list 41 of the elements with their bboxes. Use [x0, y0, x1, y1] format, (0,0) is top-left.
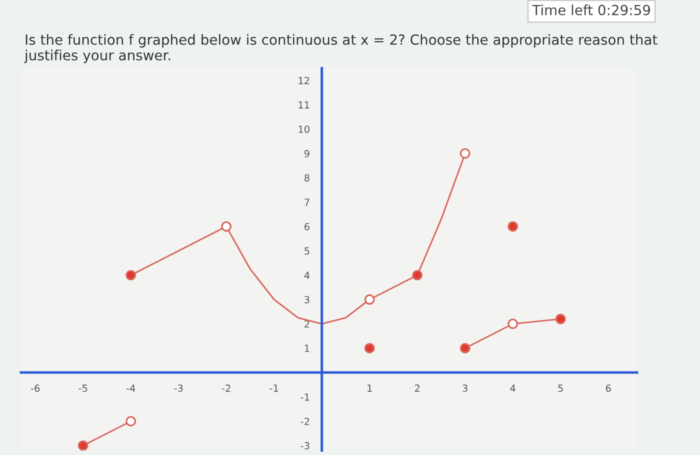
- x-tick-label: 3: [462, 384, 468, 392]
- y-tick-label: -2: [300, 418, 310, 425]
- point: [364, 342, 375, 354]
- point: [508, 318, 518, 330]
- x-tick-label: -3: [174, 384, 183, 392]
- point: [126, 270, 136, 280]
- x-tick-label: -4: [126, 384, 136, 392]
- y-tick-label: 4: [304, 272, 310, 279]
- point: [555, 314, 566, 324]
- text: Time left 0:29:59: [532, 4, 650, 16]
- y-tick-label: 12: [298, 76, 310, 84]
- x-tick-label: 4: [510, 384, 516, 392]
- x-tick-label: -5: [78, 384, 88, 392]
- point: [460, 148, 470, 159]
- y-tick-label: 3: [304, 296, 310, 304]
- y-tick-label: 11: [298, 101, 310, 108]
- x-tick-label: -1: [270, 384, 278, 392]
- y-tick-label: 9: [304, 150, 310, 158]
- y-tick-label: 8: [304, 174, 310, 182]
- chart-title: Is the function f graphed below is continuous at x = 2? Choose the appropriate reason that justifies your answer.: [24, 34, 658, 64]
- y-tick-label: 7: [304, 198, 310, 206]
- point: [508, 221, 518, 232]
- y-tick-label: 2: [304, 320, 310, 328]
- y-tick-label: 5: [304, 247, 310, 255]
- y-tick-label: 6: [304, 222, 310, 230]
- y-tick-label: 1: [304, 344, 310, 352]
- x-tick-label: 2: [414, 384, 420, 392]
- x-tick-label: 6: [606, 384, 611, 392]
- x-tick-label: -2: [222, 384, 230, 392]
- y-tick-label: -1: [300, 394, 310, 401]
- x-tick-label: 1: [368, 384, 372, 392]
- point: [221, 221, 232, 232]
- y-tick-label: 10: [298, 126, 310, 133]
- point: [364, 294, 375, 305]
- y-tick-label: -3: [300, 442, 310, 450]
- point: [460, 342, 470, 354]
- x-tick-label: 5: [558, 384, 563, 392]
- point: [412, 270, 423, 280]
- x-tick-label: -6: [30, 384, 40, 392]
- point: [78, 440, 88, 450]
- point: [126, 416, 136, 426]
